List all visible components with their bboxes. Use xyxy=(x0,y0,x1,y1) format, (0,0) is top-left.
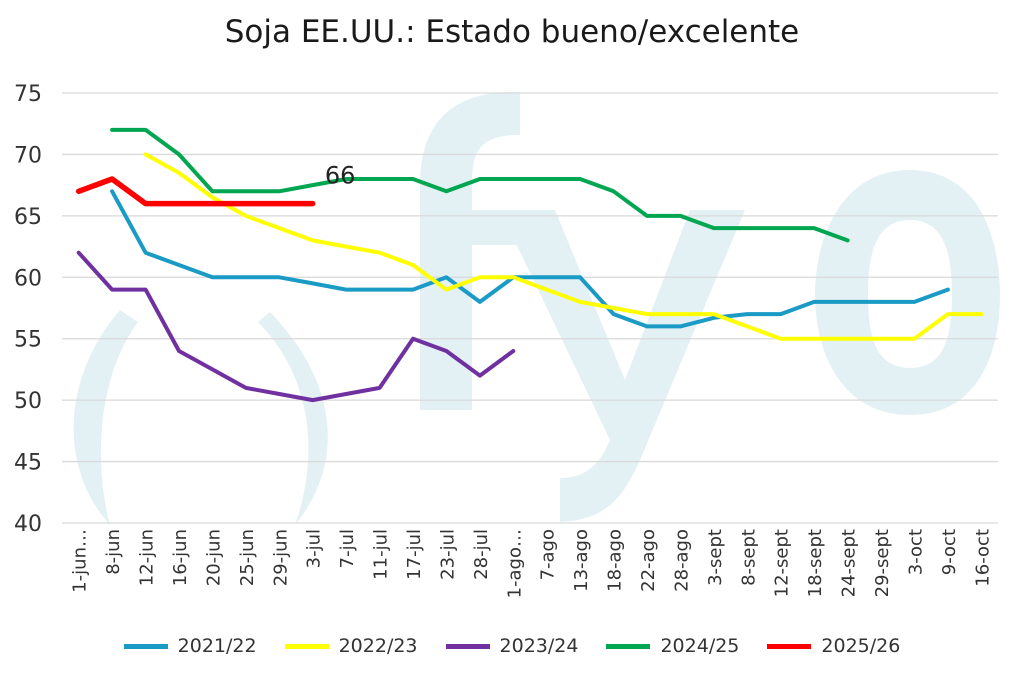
x-tick-label: 16-jun xyxy=(170,529,191,586)
legend-label: 2021/22 xyxy=(177,635,257,657)
x-tick-label: 1-ago… xyxy=(504,529,525,598)
legend-label: 2023/24 xyxy=(499,635,579,657)
legend-swatch xyxy=(123,643,168,649)
legend-label: 2024/25 xyxy=(660,635,740,657)
x-tick-label: 7-ago xyxy=(538,529,559,580)
x-tick-label: 3-jul xyxy=(304,529,325,568)
legend-item: 2023/24 xyxy=(445,635,579,657)
series-line-2021-22 xyxy=(110,189,950,329)
watermark-letter-o xyxy=(815,170,1000,415)
y-tick-label: 50 xyxy=(14,389,42,414)
x-tick-label: 28-jul xyxy=(471,529,492,580)
y-tick-label: 45 xyxy=(14,451,42,476)
y-tick-label: 70 xyxy=(14,143,42,168)
x-tick-label: 3-oct xyxy=(905,529,926,575)
y-tick-label: 65 xyxy=(14,205,42,230)
legend-item: 2021/22 xyxy=(123,635,257,657)
x-tick-label: 29-jun xyxy=(270,529,291,586)
chart-title: Soja EE.UU.: Estado bueno/excelente xyxy=(224,14,800,50)
x-tick-label: 8-jun xyxy=(103,529,124,575)
legend-item: 2025/26 xyxy=(767,635,900,657)
x-tick-label: 8-sept xyxy=(738,529,759,586)
watermark-letter-f xyxy=(420,91,525,410)
x-tick-label: 7-jul xyxy=(337,529,358,568)
x-tick-label: 20-jun xyxy=(203,529,224,586)
x-axis-tick-labels: 1-jun… 8-jun 12-jun 16-jun 20-jun 25-jun 29-ju… xyxy=(70,529,994,598)
legend: 2021/22 2022/23 2023/24 2024/25 2025/26 xyxy=(0,632,1024,660)
y-tick-label: 55 xyxy=(14,328,42,353)
x-tick-label: 16-oct xyxy=(972,529,993,587)
legend-item: 2024/25 xyxy=(606,635,739,657)
legend-label: 2022/23 xyxy=(338,635,418,657)
y-tick-label: 40 xyxy=(14,512,42,537)
y-tick-label: 60 xyxy=(14,266,42,291)
x-tick-label: 23-jul xyxy=(437,529,458,580)
legend-swatch xyxy=(445,643,490,649)
legend-swatch xyxy=(606,643,651,649)
legend-swatch xyxy=(767,643,812,649)
data-label-annotation: 66 xyxy=(325,162,356,190)
x-tick-label: 29-sept xyxy=(872,529,893,597)
x-tick-label: 12-jun xyxy=(137,529,158,586)
x-tick-label: 11-jul xyxy=(371,529,392,580)
legend-label: 2025/26 xyxy=(821,635,901,657)
x-tick-label: 28-ago xyxy=(671,529,692,592)
y-axis-tick-labels: 40 45 50 55 60 65 70 75 xyxy=(14,82,42,537)
x-tick-label: 9-oct xyxy=(939,529,960,575)
x-tick-label: 18-ago xyxy=(605,529,626,592)
x-tick-label: 24-sept xyxy=(839,529,860,597)
x-tick-label: 1-jun… xyxy=(70,529,91,593)
x-tick-label: 17-jul xyxy=(404,529,425,580)
legend-swatch xyxy=(284,643,329,649)
legend-item: 2022/23 xyxy=(284,635,418,657)
fyo-watermark-logo xyxy=(73,91,1000,525)
x-tick-label: 22-ago xyxy=(638,529,659,592)
watermark-right-paren xyxy=(258,312,328,525)
x-tick-label: 25-jun xyxy=(237,529,258,586)
watermark-left-paren xyxy=(73,310,138,525)
annotations: 66 xyxy=(325,162,356,190)
x-tick-label: 12-sept xyxy=(772,529,793,597)
watermark-letter-y xyxy=(500,210,745,522)
x-tick-label: 3-sept xyxy=(705,529,726,586)
x-tick-label: 18-sept xyxy=(805,529,826,597)
y-tick-label: 75 xyxy=(14,82,42,107)
x-tick-label: 13-ago xyxy=(571,529,592,592)
series-line-2023-24 xyxy=(76,250,516,403)
series-lines xyxy=(75,127,984,403)
series-line-2025-26 xyxy=(75,176,316,207)
gridlines xyxy=(62,92,998,524)
series-line-2024-25 xyxy=(110,127,850,243)
series-line-2022-23 xyxy=(143,152,984,341)
